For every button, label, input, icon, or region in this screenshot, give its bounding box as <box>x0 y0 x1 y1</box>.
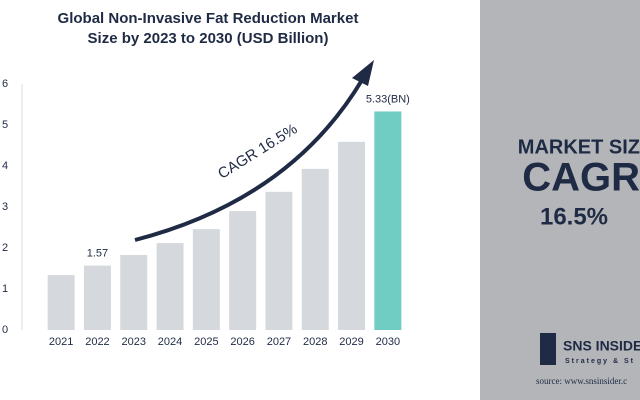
bar <box>229 211 257 330</box>
x-tick-label: 2026 <box>230 336 254 348</box>
y-tick-label: 0 <box>2 324 8 336</box>
source: source: www.snsinsider.c <box>536 376 627 386</box>
bar <box>338 141 366 330</box>
x-tick-label: 2022 <box>85 336 109 348</box>
side-heading: MARKET SIZ <box>518 136 640 158</box>
side-big: CAGR <box>522 156 640 200</box>
side-rate: 16.5% <box>540 203 608 230</box>
chart-title: Global Non-Invasive Fat Reduction Market <box>58 10 359 27</box>
y-tick-label: 6 <box>2 78 8 90</box>
bar <box>83 265 111 330</box>
bar <box>374 111 402 330</box>
y-tick-label: 2 <box>2 242 8 254</box>
logo: SNS INSIDER <box>563 338 640 354</box>
x-tick-label: 2021 <box>49 336 73 348</box>
logo-icon <box>540 333 556 365</box>
y-tick-label: 1 <box>2 283 8 295</box>
bar <box>120 254 148 330</box>
bar <box>192 229 220 330</box>
bar <box>156 243 184 330</box>
x-tick-label: 2028 <box>303 336 327 348</box>
y-tick-label: 5 <box>2 119 8 131</box>
bar <box>301 168 329 330</box>
y-tick-label: 4 <box>2 160 8 172</box>
value-label: 5.33(BN) <box>366 93 410 105</box>
x-tick-label: 2030 <box>376 336 400 348</box>
x-tick-label: 2024 <box>158 336 182 348</box>
side-panel <box>480 0 640 400</box>
logo-tagline: Strategy & St <box>565 358 635 365</box>
x-tick-label: 2025 <box>194 336 218 348</box>
value-label: 1.57 <box>87 248 108 260</box>
y-tick-label: 3 <box>2 201 8 213</box>
annotation: CAGR 16.5% <box>215 120 300 182</box>
chart-title: Size by 2023 to 2030 (USD Billion) <box>88 30 329 47</box>
bar <box>47 275 75 330</box>
x-tick-label: 2029 <box>339 336 363 348</box>
x-tick-label: 2023 <box>122 336 146 348</box>
x-tick-label: 2027 <box>267 336 291 348</box>
arrow-head <box>352 60 374 86</box>
bar <box>265 191 293 330</box>
trend-arrow <box>134 78 364 242</box>
